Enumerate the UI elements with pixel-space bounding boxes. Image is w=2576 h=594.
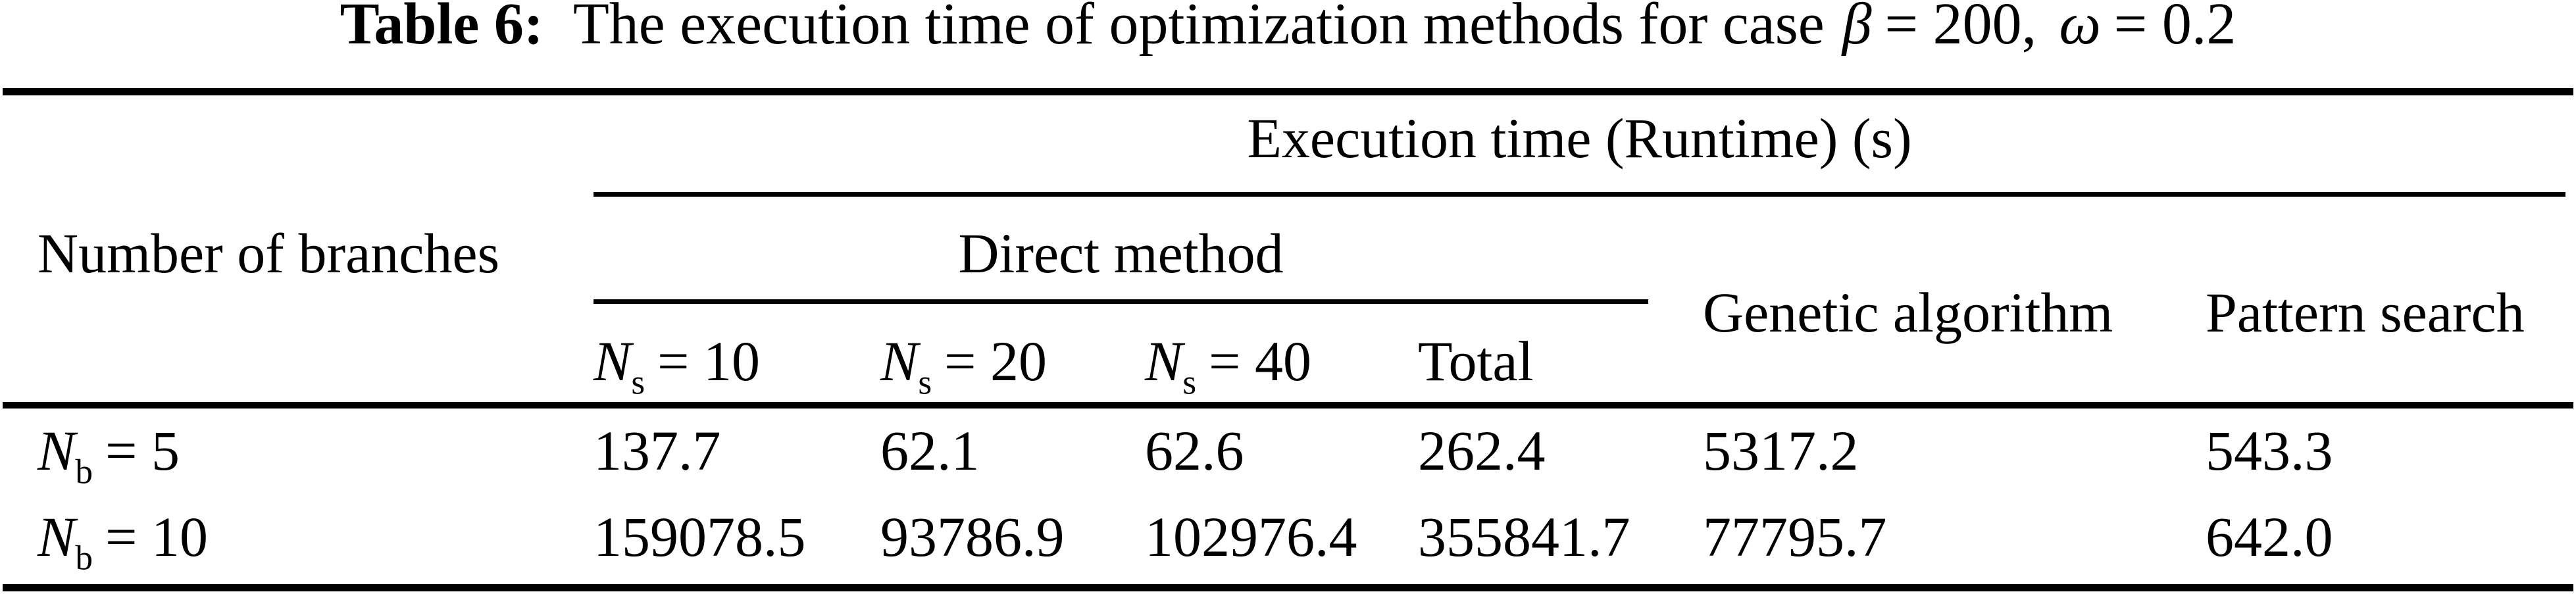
cell-ns10-runtime: 137.7 bbox=[593, 419, 721, 482]
row-label-nb-10: Nb = 10 bbox=[38, 508, 208, 576]
cell-pattern-runtime: 642.0 bbox=[2206, 505, 2333, 568]
mid-rule bbox=[3, 402, 2573, 408]
ns-subscript: s bbox=[1182, 362, 1197, 402]
cell-ns20-runtime: 93786.9 bbox=[880, 505, 1065, 568]
cell-genetic-runtime: 5317.2 bbox=[1703, 419, 1859, 482]
header-ns-10: Ns = 10 bbox=[593, 333, 760, 400]
beta-value: = 200, bbox=[1884, 0, 2037, 57]
cell-ns10-runtime: 159078.5 bbox=[593, 505, 806, 568]
cell-genetic-runtime: 77795.7 bbox=[1703, 505, 1887, 568]
nb-variable: N bbox=[38, 419, 76, 482]
table-caption-label: Table 6: bbox=[340, 0, 543, 57]
omega-value: = 0.2 bbox=[2113, 0, 2236, 57]
row-label-nb-5: Nb = 5 bbox=[38, 422, 180, 489]
ns-variable: N bbox=[880, 330, 919, 393]
header-total: Total bbox=[1418, 330, 1534, 393]
cell-pattern-runtime: 543.3 bbox=[2206, 419, 2333, 482]
direct-method-underline-rule bbox=[593, 299, 1648, 304]
ns-variable: N bbox=[593, 330, 632, 393]
cell-total-runtime: 355841.7 bbox=[1418, 505, 1630, 568]
header-ns-20: Ns = 20 bbox=[880, 333, 1047, 400]
header-genetic-algorithm: Genetic algorithm bbox=[1703, 281, 2113, 344]
ns-subscript: s bbox=[631, 362, 645, 402]
bottom-rule bbox=[3, 584, 2573, 591]
beta-symbol: β bbox=[1842, 0, 1872, 57]
header-execution-time: Execution time (Runtime) (s) bbox=[1247, 107, 1912, 170]
cell-ns20-runtime: 62.1 bbox=[880, 419, 980, 482]
nb-equation-value: = 5 bbox=[105, 419, 180, 482]
table-caption: Table 6: The execution time of optimizati… bbox=[0, 0, 2576, 54]
ns-equation-value: = 10 bbox=[657, 330, 761, 393]
ns-subscript: s bbox=[918, 362, 932, 402]
header-pattern-search: Pattern search bbox=[2206, 281, 2525, 344]
ns-equation-value: = 40 bbox=[1209, 330, 1312, 393]
execution-time-underline-rule bbox=[593, 192, 2565, 197]
omega-symbol: ω bbox=[2059, 0, 2101, 57]
ns-equation-value: = 20 bbox=[944, 330, 1048, 393]
ns-variable: N bbox=[1145, 330, 1183, 393]
nb-variable: N bbox=[38, 505, 76, 568]
nb-subscript: b bbox=[75, 537, 93, 578]
header-direct-method: Direct method bbox=[958, 222, 1284, 285]
cell-ns40-runtime: 62.6 bbox=[1145, 419, 1244, 482]
nb-subscript: b bbox=[75, 451, 93, 491]
header-ns-40: Ns = 40 bbox=[1145, 333, 1311, 400]
nb-equation-value: = 10 bbox=[105, 505, 208, 568]
cell-total-runtime: 262.4 bbox=[1418, 419, 1546, 482]
cell-ns40-runtime: 102976.4 bbox=[1145, 505, 1357, 568]
top-rule bbox=[3, 88, 2573, 95]
table-caption-text: The execution time of optimization metho… bbox=[572, 0, 1825, 57]
header-number-of-branches: Number of branches bbox=[38, 222, 500, 285]
